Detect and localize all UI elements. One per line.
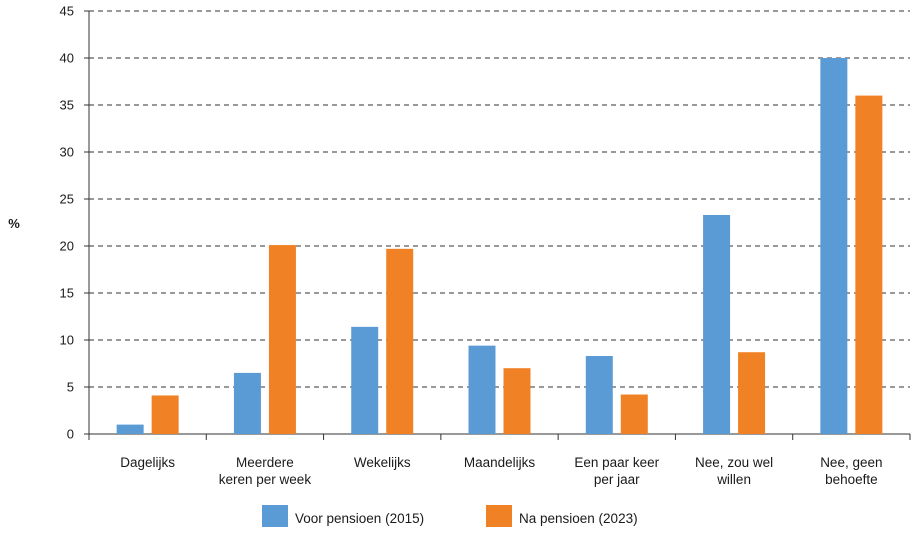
x-category-label: per jaar: [594, 472, 640, 487]
legend-label: Na pensioen (2023): [519, 511, 638, 526]
legend: Voor pensioen (2015) Na pensioen (2023): [262, 505, 638, 527]
x-category-label: Nee, zou wel: [695, 455, 773, 470]
bar: [151, 395, 179, 434]
y-axis-label: %: [8, 216, 20, 231]
x-category-label: behoefte: [825, 472, 878, 487]
bar: [738, 352, 766, 434]
bar: [233, 372, 261, 434]
y-tick-label: 5: [67, 380, 74, 395]
x-category-label: Meerdere: [236, 455, 294, 470]
y-tick-label: 30: [60, 145, 74, 160]
y-tick-label: 15: [60, 286, 74, 301]
bars: [116, 58, 883, 434]
axes: [84, 10, 911, 440]
y-tick-label: 45: [60, 4, 74, 19]
y-tick-label: 40: [60, 51, 74, 66]
bar: [268, 245, 296, 434]
y-tick-label: 0: [67, 427, 74, 442]
bar: [503, 368, 531, 434]
bar: [351, 326, 379, 434]
x-category-label: willen: [716, 472, 751, 487]
x-category-label: keren per week: [219, 472, 312, 487]
x-category-label: Een paar keer: [574, 455, 659, 470]
x-category-label: Maandelijks: [464, 455, 536, 470]
bar: [468, 345, 496, 434]
bar: [855, 95, 883, 434]
bar: [820, 58, 848, 434]
legend-swatch: [486, 505, 512, 527]
x-category-label: Nee, geen: [820, 455, 882, 470]
y-tick-label: 35: [60, 98, 74, 113]
gridlines: [89, 10, 910, 388]
bar: [703, 214, 731, 434]
y-tick-label: 25: [60, 192, 74, 207]
legend-label: Voor pensioen (2015): [295, 511, 424, 526]
labels: 0 5 10 15 20 25 30 35 40 45% Dagelijks Meerdere kere…: [8, 4, 882, 488]
y-tick-label: 20: [60, 239, 74, 254]
x-category-label: Wekelijks: [354, 455, 411, 470]
bar: [386, 248, 414, 434]
y-tick-label: 10: [60, 333, 74, 348]
legend-swatch: [262, 505, 288, 527]
bar: [620, 394, 648, 434]
x-category-label: Dagelijks: [120, 455, 175, 470]
bar: [116, 424, 144, 434]
bar: [585, 355, 613, 434]
